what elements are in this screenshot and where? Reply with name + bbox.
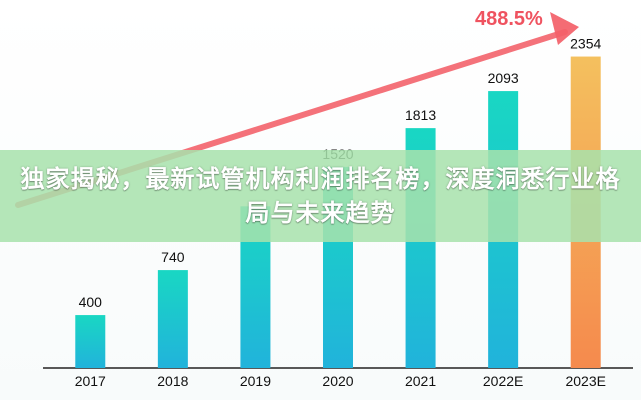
x-tick-2019: 2019 — [240, 373, 271, 389]
value-label-2021: 1813 — [405, 107, 436, 123]
x-tick-2022E: 2022E — [483, 373, 523, 389]
value-label-2018: 740 — [161, 249, 185, 265]
x-tick-2018: 2018 — [157, 373, 188, 389]
headline-text: 独家揭秘，最新试管机构利润排名榜，深度洞悉行业格局与未来趋势 — [20, 165, 621, 227]
x-tick-2021: 2021 — [405, 373, 436, 389]
x-tick-2020: 2020 — [322, 373, 353, 389]
bar-2017 — [75, 315, 106, 368]
bar-2018 — [157, 270, 188, 368]
value-label-2022E: 2093 — [488, 70, 519, 86]
growth-annotation: 488.5% — [475, 8, 543, 30]
x-tick-2017: 2017 — [75, 373, 106, 389]
headline-banner: 独家揭秘，最新试管机构利润排名榜，深度洞悉行业格局与未来趋势 — [0, 150, 641, 242]
x-tick-2023E: 2023E — [565, 373, 605, 389]
value-label-2023E: 2354 — [570, 36, 601, 52]
value-label-2017: 400 — [79, 294, 103, 310]
growth-arrow-head — [550, 12, 579, 45]
